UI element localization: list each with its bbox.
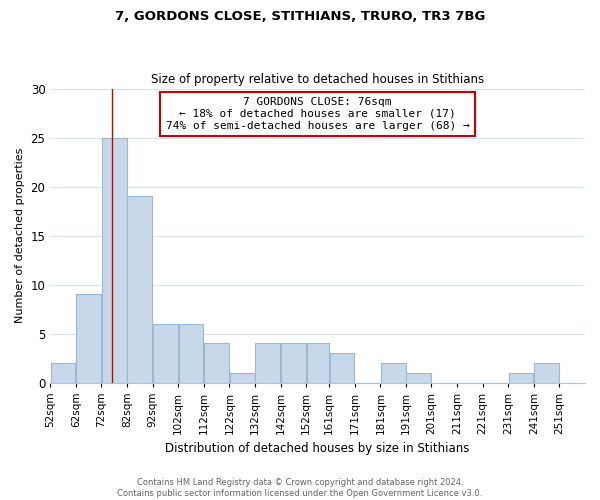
X-axis label: Distribution of detached houses by size in Stithians: Distribution of detached houses by size … bbox=[166, 442, 470, 455]
Y-axis label: Number of detached properties: Number of detached properties bbox=[15, 148, 25, 323]
Bar bbox=[406, 372, 431, 382]
Bar bbox=[153, 324, 178, 382]
Bar bbox=[281, 344, 306, 382]
Bar bbox=[127, 196, 152, 382]
Bar bbox=[509, 372, 533, 382]
Bar bbox=[179, 324, 203, 382]
Bar bbox=[204, 344, 229, 382]
Bar bbox=[307, 344, 329, 382]
Bar bbox=[50, 363, 76, 382]
Bar bbox=[329, 353, 355, 382]
Bar bbox=[230, 372, 254, 382]
Text: 7 GORDONS CLOSE: 76sqm
← 18% of detached houses are smaller (17)
74% of semi-det: 7 GORDONS CLOSE: 76sqm ← 18% of detached… bbox=[166, 98, 470, 130]
Bar bbox=[76, 294, 101, 382]
Bar bbox=[102, 138, 127, 382]
Bar bbox=[256, 344, 280, 382]
Bar bbox=[381, 363, 406, 382]
Bar bbox=[534, 363, 559, 382]
Text: Contains HM Land Registry data © Crown copyright and database right 2024.
Contai: Contains HM Land Registry data © Crown c… bbox=[118, 478, 482, 498]
Text: 7, GORDONS CLOSE, STITHIANS, TRURO, TR3 7BG: 7, GORDONS CLOSE, STITHIANS, TRURO, TR3 … bbox=[115, 10, 485, 23]
Title: Size of property relative to detached houses in Stithians: Size of property relative to detached ho… bbox=[151, 73, 484, 86]
